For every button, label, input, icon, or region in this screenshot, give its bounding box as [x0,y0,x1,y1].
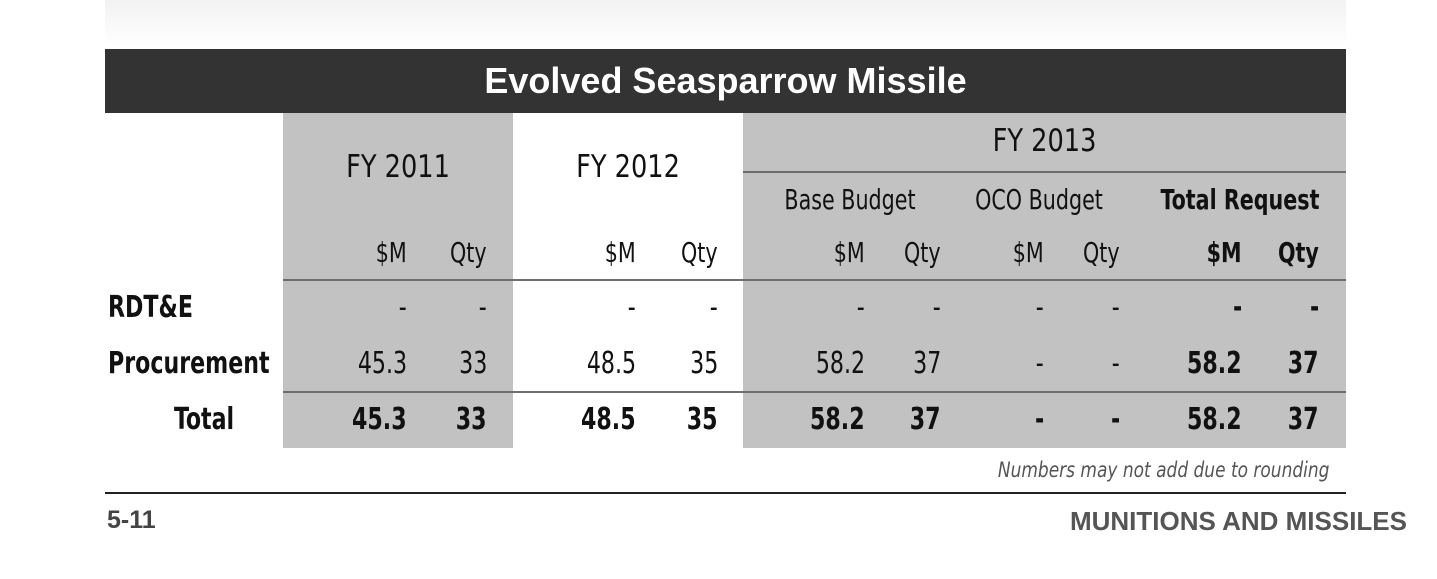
header-bottom-rule [283,279,1346,281]
table-cell: - [933,290,941,325]
table-cell: - [1112,346,1120,381]
table-cell: - [1309,290,1319,325]
table-cell: - [479,290,487,325]
table-cell: - [1036,290,1044,325]
table-cell: 48.5 [586,346,636,381]
table-cell: 37 [912,346,941,381]
table-cell: 35 [689,346,718,381]
table-cell: - [1036,346,1044,381]
table-cell: 48.5 [581,402,636,437]
table-cell: - [1034,402,1044,437]
col-money-oco: $M [1013,236,1044,269]
col-qty-fy2011: Qty [450,236,487,269]
table-cell: - [399,290,407,325]
table-cell: - [857,290,865,325]
base-budget-header: Base Budget [784,183,916,216]
footer-rule [105,492,1346,494]
table-cell: 37 [1288,402,1319,437]
table-title-bar: Evolved Seasparrow Missile [105,49,1346,113]
table-cell: - [628,290,636,325]
table-title: Evolved Seasparrow Missile [484,60,967,101]
top-fade [105,0,1346,46]
page-number: 5-11 [107,506,156,534]
col-money-total: $M [1207,236,1242,269]
col-money-fy2011: $M [376,236,407,269]
table-cell: - [1110,402,1120,437]
table-cell: 37 [1288,346,1319,381]
table-cell: 33 [458,346,487,381]
section-title: MUNITIONS AND MISSILES [1069,506,1407,536]
fy2013-header-rule [743,171,1346,173]
table-cell: 58.2 [1187,402,1242,437]
col-qty-total: Qty [1278,236,1319,269]
col-qty-oco: Qty [1083,236,1120,269]
fy2012-header: FY 2012 [576,149,680,185]
table-cell: 45.3 [352,402,407,437]
table-cell: 37 [910,402,941,437]
row-label-procurement: Procurement [108,346,270,381]
row-label-total: Total [174,402,235,437]
table-cell: 33 [456,402,487,437]
table-cell: 58.2 [1187,346,1242,381]
fy2011-header: FY 2011 [346,149,450,185]
fy2013-header: FY 2013 [992,123,1097,159]
rounding-note: Numbers may not add due to rounding [997,458,1329,482]
table-cell: 45.3 [357,346,407,381]
col-money-fy2012: $M [605,236,636,269]
col-money-base: $M [834,236,865,269]
col-qty-base: Qty [904,236,941,269]
col-qty-fy2012: Qty [681,236,718,269]
table-cell: - [1232,290,1242,325]
table-cell: 58.2 [815,346,865,381]
total-row-rule [283,391,1346,393]
table-cell: - [1112,290,1120,325]
table-cell: - [710,290,718,325]
table-cell: 35 [687,402,718,437]
row-label-rdte: RDT&E [108,290,193,325]
total-request-header: Total Request [1160,183,1320,216]
oco-budget-header: OCO Budget [975,183,1103,216]
table-cell: 58.2 [810,402,865,437]
